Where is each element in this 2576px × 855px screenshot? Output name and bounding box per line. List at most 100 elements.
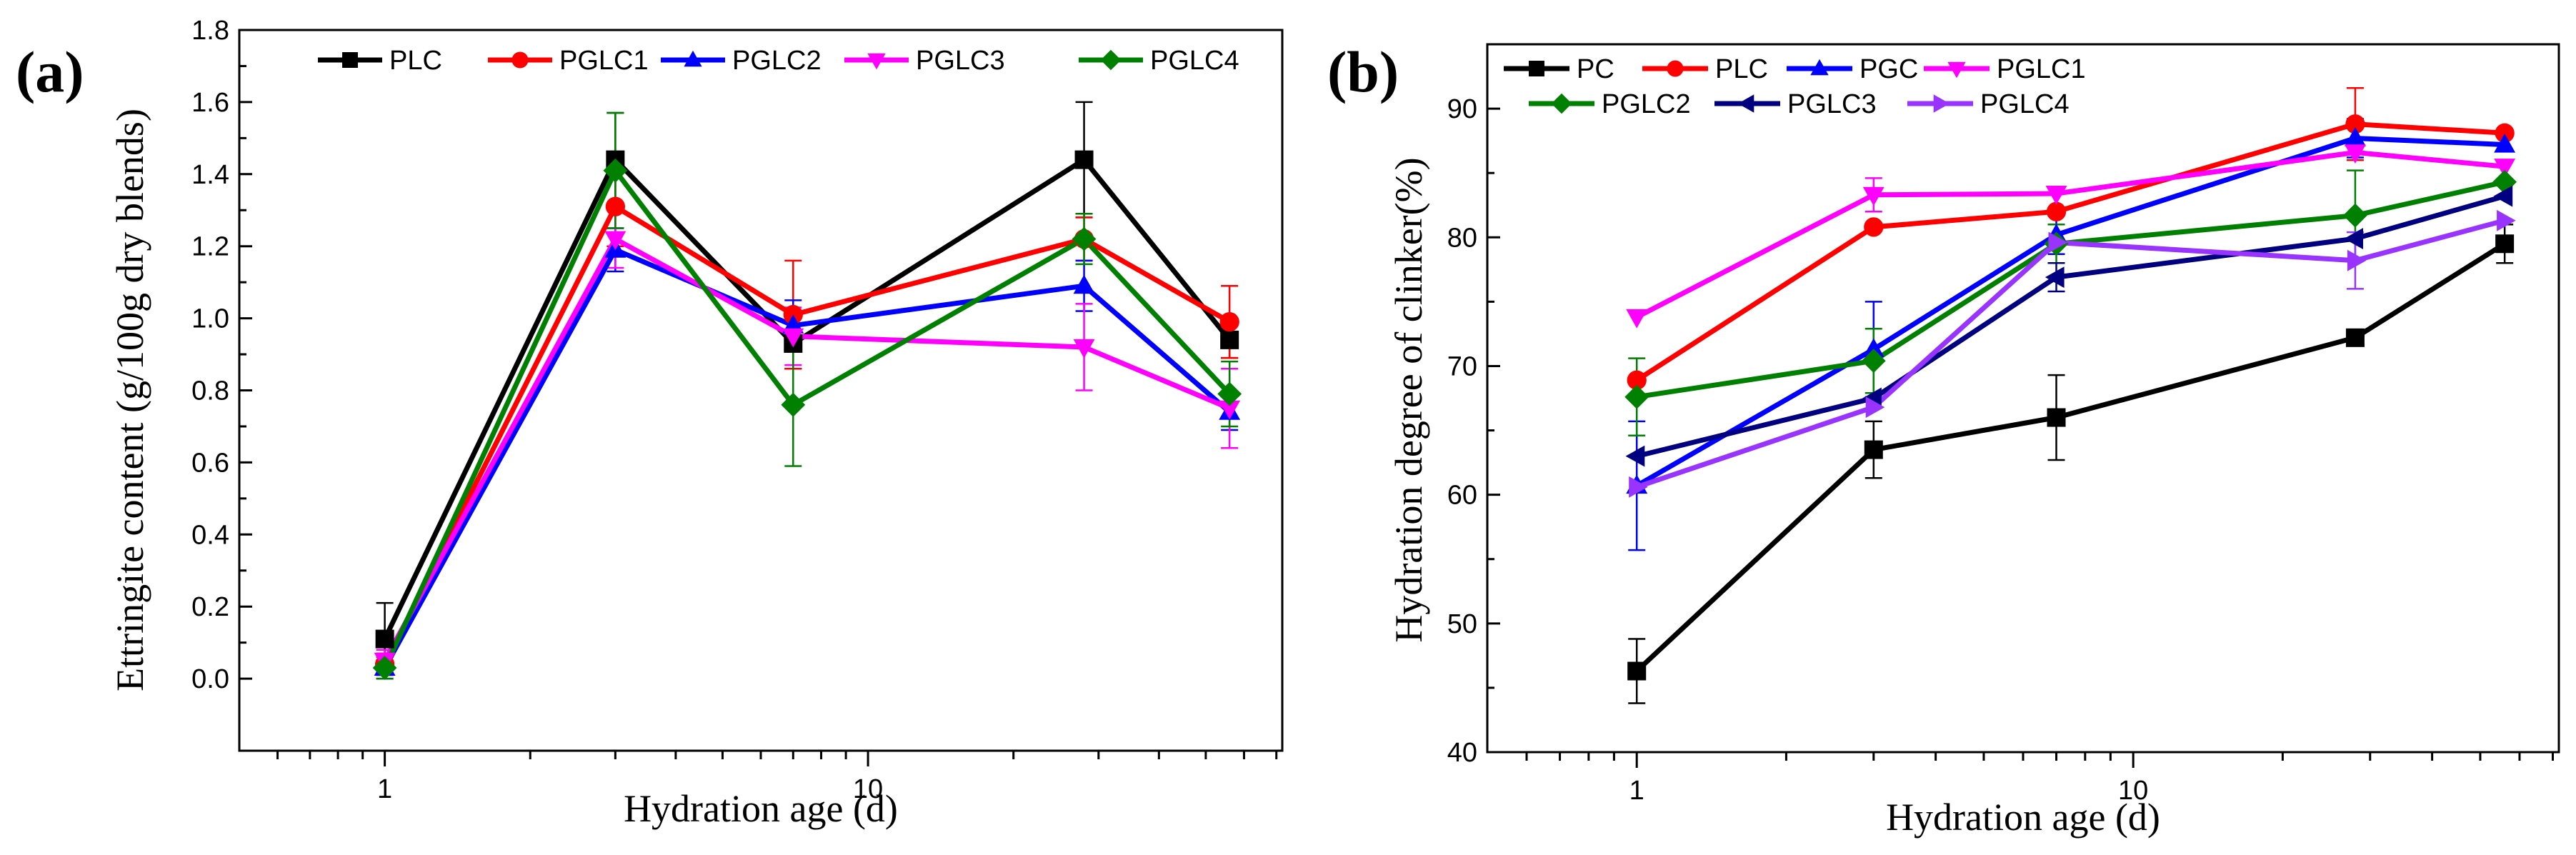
y-axis-b: 40 50 60 70 80 90 xyxy=(1447,94,1500,768)
data-point-pc xyxy=(1864,440,1883,459)
data-point-pglc4 xyxy=(2347,249,2367,271)
data-point-pglc1 xyxy=(1626,309,1648,329)
x-tick-label-a: 10 xyxy=(853,774,883,804)
legend-label-pglc3: PGLC3 xyxy=(1787,89,1877,119)
y-tick-label-a: 0.4 xyxy=(191,520,229,550)
legend-label-pglc3: PGLC3 xyxy=(916,46,1005,76)
data-point-pglc4 xyxy=(1072,226,1097,251)
data-point-plc xyxy=(1074,150,1094,169)
series-markers-a xyxy=(372,150,1242,680)
data-point-pglc4 xyxy=(2048,231,2068,254)
legend-marker-pglc3 xyxy=(1737,94,1754,113)
legend-label-plc: PLC xyxy=(389,46,442,76)
data-point-pglc1 xyxy=(2494,159,2516,178)
data-point-pglc3 xyxy=(782,328,804,348)
data-point-pc xyxy=(2495,234,2515,254)
x-tick-label-a: 1 xyxy=(377,774,392,804)
y-axis-title-b: Hydration degree of clinker(%) xyxy=(1387,157,1430,642)
data-point-pglc4 xyxy=(1217,381,1242,406)
legend-label-pglc1: PGLC1 xyxy=(559,46,649,76)
legend-marker-pgc xyxy=(1810,59,1829,76)
legend-label-pglc1: PGLC1 xyxy=(1997,54,2086,84)
data-point-pglc3 xyxy=(1073,339,1095,359)
data-point-pglc2 xyxy=(1861,349,1886,374)
y-tick-label-b: 70 xyxy=(1447,351,1477,381)
series-lines-a xyxy=(382,157,1232,669)
y-tick-label-a: 1.0 xyxy=(191,304,229,334)
legend-label-pglc2: PGLC2 xyxy=(1602,89,1691,119)
series-lines-b xyxy=(1634,121,2506,674)
y-tick-label-b: 40 xyxy=(1447,738,1477,768)
x-axis-b: 1 10 xyxy=(1525,752,2554,806)
legend-marker-pc xyxy=(1529,61,1544,76)
legend-b: PC PLC PGC PGLC1 PGLC2 PGLC3 PGLC4 xyxy=(1504,54,2086,119)
series-line-pglc2 xyxy=(1636,179,2505,400)
plot-frame-b xyxy=(1486,43,2560,754)
data-point-pglc4 xyxy=(2497,209,2516,231)
x-tick-label-b: 10 xyxy=(2118,776,2148,806)
panel-label-b: (b) xyxy=(1327,39,1399,104)
x-tick-label-b: 1 xyxy=(1629,776,1644,806)
data-point-pglc1 xyxy=(2345,144,2366,164)
legend-marker-pglc4 xyxy=(1100,49,1122,71)
legend-label-pgc: PGC xyxy=(1859,54,1918,84)
data-point-pglc3 xyxy=(2045,266,2065,289)
data-point-plc xyxy=(2046,201,2067,221)
data-point-pc xyxy=(2345,328,2365,347)
data-point-pglc4 xyxy=(372,656,397,680)
legend-marker-plc xyxy=(342,52,358,68)
legend-a: PLC PGLC1 PGLC2 PGLC3 PGLC4 xyxy=(318,46,1239,76)
y-tick-label-a: 1.6 xyxy=(191,88,229,118)
data-point-plc xyxy=(2345,114,2365,134)
series-line-pc xyxy=(1634,241,2506,674)
data-point-pglc1 xyxy=(605,196,626,216)
y-axis-title-a: Ettringite content (g/100g dry blends) xyxy=(109,109,151,691)
data-point-pglc4 xyxy=(603,158,628,183)
chart-panel-a: (a) 0.0 0.2 0.4 0.6 0.8 1.0 1.2 1.4 1.6 1.8 1 10 P… xyxy=(16,16,1284,830)
y-tick-label-b: 90 xyxy=(1447,94,1477,124)
legend-marker-pglc2 xyxy=(684,50,702,67)
y-tick-label-a: 0.8 xyxy=(191,376,229,406)
y-tick-label-a: 0.0 xyxy=(191,664,229,694)
y-tick-label-a: 1.8 xyxy=(191,16,229,46)
x-axis-title-b: Hydration age (d) xyxy=(1886,796,2160,839)
legend-marker-pglc2 xyxy=(1551,93,1572,114)
data-point-pgc xyxy=(2494,133,2516,153)
series-line-pglc4 xyxy=(382,168,1232,669)
data-point-plc xyxy=(2495,123,2515,143)
data-point-pgc xyxy=(1862,338,1884,358)
panel-label-a: (a) xyxy=(16,39,84,104)
data-point-pglc1 xyxy=(2045,186,2067,205)
data-point-pglc2 xyxy=(1624,384,1649,409)
data-point-pglc2 xyxy=(1073,274,1095,294)
legend-label-pglc4: PGLC4 xyxy=(1150,46,1239,76)
data-point-pglc4 xyxy=(1865,396,1885,419)
data-point-pgc xyxy=(2345,126,2366,146)
series-line-pglc4 xyxy=(1636,218,2506,490)
legend-marker-pglc1 xyxy=(1947,61,1966,79)
x-axis-title-a: Hydration age (d) xyxy=(624,787,898,830)
y-tick-label-a: 1.4 xyxy=(191,160,229,190)
legend-marker-pglc3 xyxy=(867,53,886,70)
legend-label-pc: PC xyxy=(1577,54,1614,84)
data-point-pc xyxy=(2047,408,2066,427)
legend-marker-pglc4 xyxy=(1933,94,1950,113)
y-tick-label-b: 50 xyxy=(1447,609,1477,639)
data-point-pglc3 xyxy=(1625,445,1645,467)
data-point-plc xyxy=(375,629,394,649)
data-point-pglc1 xyxy=(1862,186,1884,206)
data-point-pglc3 xyxy=(2493,185,2513,207)
data-point-pglc1 xyxy=(1219,311,1239,332)
data-point-pglc4 xyxy=(781,392,806,417)
error-bars-b xyxy=(1628,87,2514,704)
data-point-pglc3 xyxy=(604,231,626,251)
x-axis-a: 1 10 xyxy=(276,751,1278,804)
series-markers-b xyxy=(1624,114,2517,681)
legend-marker-plc xyxy=(1667,60,1684,77)
data-point-pglc3 xyxy=(1219,400,1241,420)
legend-label-pglc4: PGLC4 xyxy=(1980,89,2070,119)
legend-marker-pglc1 xyxy=(511,51,529,69)
data-point-plc xyxy=(1220,330,1239,349)
